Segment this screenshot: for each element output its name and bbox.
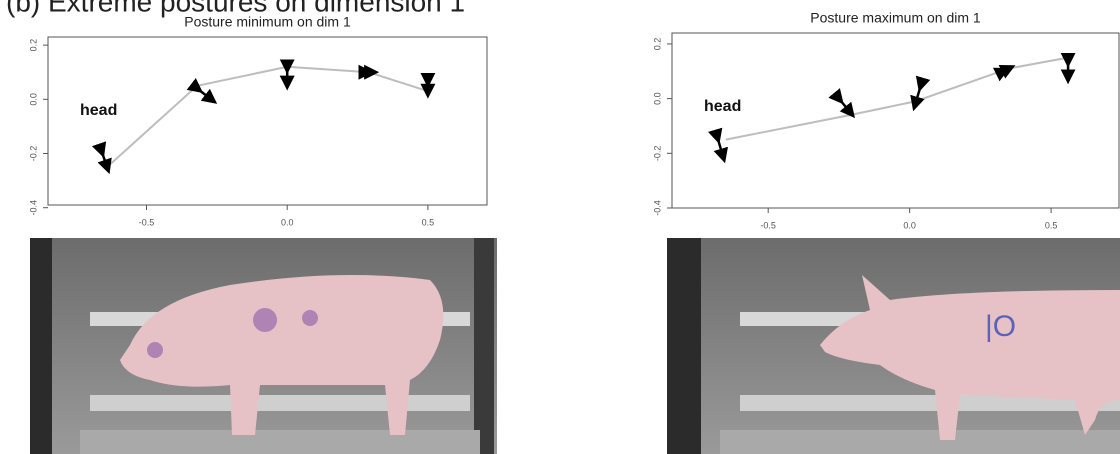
photo-max: |O bbox=[667, 238, 1120, 454]
x-tick-label: -0.5 bbox=[139, 217, 155, 227]
plot-frame bbox=[47, 36, 488, 206]
x-tick-label: 0.5 bbox=[1045, 220, 1058, 230]
y-tick-label: -0.4 bbox=[28, 200, 38, 216]
y-tick-label: -0.2 bbox=[652, 146, 662, 162]
y-tick-label: 0.2 bbox=[28, 39, 38, 52]
displacement-arrow bbox=[707, 127, 728, 164]
y-tick-label: 0.2 bbox=[652, 38, 662, 51]
displacement-arrow bbox=[910, 75, 931, 112]
y-tick-label: 0.0 bbox=[652, 92, 662, 105]
annotation: head bbox=[80, 102, 117, 119]
chart-title: Posture maximum on dim 1 bbox=[810, 10, 981, 26]
y-tick-label: -0.2 bbox=[28, 146, 38, 162]
y-tick-label: -0.4 bbox=[652, 200, 662, 216]
displacement-arrow bbox=[992, 65, 1016, 82]
figure-title: (b) Extreme postures on dimension 1 bbox=[6, 0, 465, 17]
x-tick-label: 0.0 bbox=[281, 217, 294, 227]
y-tick-label: 0.0 bbox=[28, 93, 38, 106]
x-tick-label: 0.5 bbox=[422, 217, 435, 227]
photo-min bbox=[30, 238, 497, 454]
annotation: head bbox=[704, 98, 741, 115]
chart-title: Posture minimum on dim 1 bbox=[184, 14, 351, 30]
x-tick-label: 0.0 bbox=[903, 220, 916, 230]
posture-line bbox=[725, 56, 1069, 141]
plot-frame bbox=[671, 32, 1120, 209]
x-tick-label: -0.5 bbox=[760, 220, 776, 230]
posture-line bbox=[106, 65, 429, 168]
displacement-arrow bbox=[828, 88, 856, 119]
displacement-arrow bbox=[91, 141, 112, 175]
photo-marking: |O bbox=[985, 310, 1016, 343]
displacement-arrow bbox=[186, 77, 218, 104]
